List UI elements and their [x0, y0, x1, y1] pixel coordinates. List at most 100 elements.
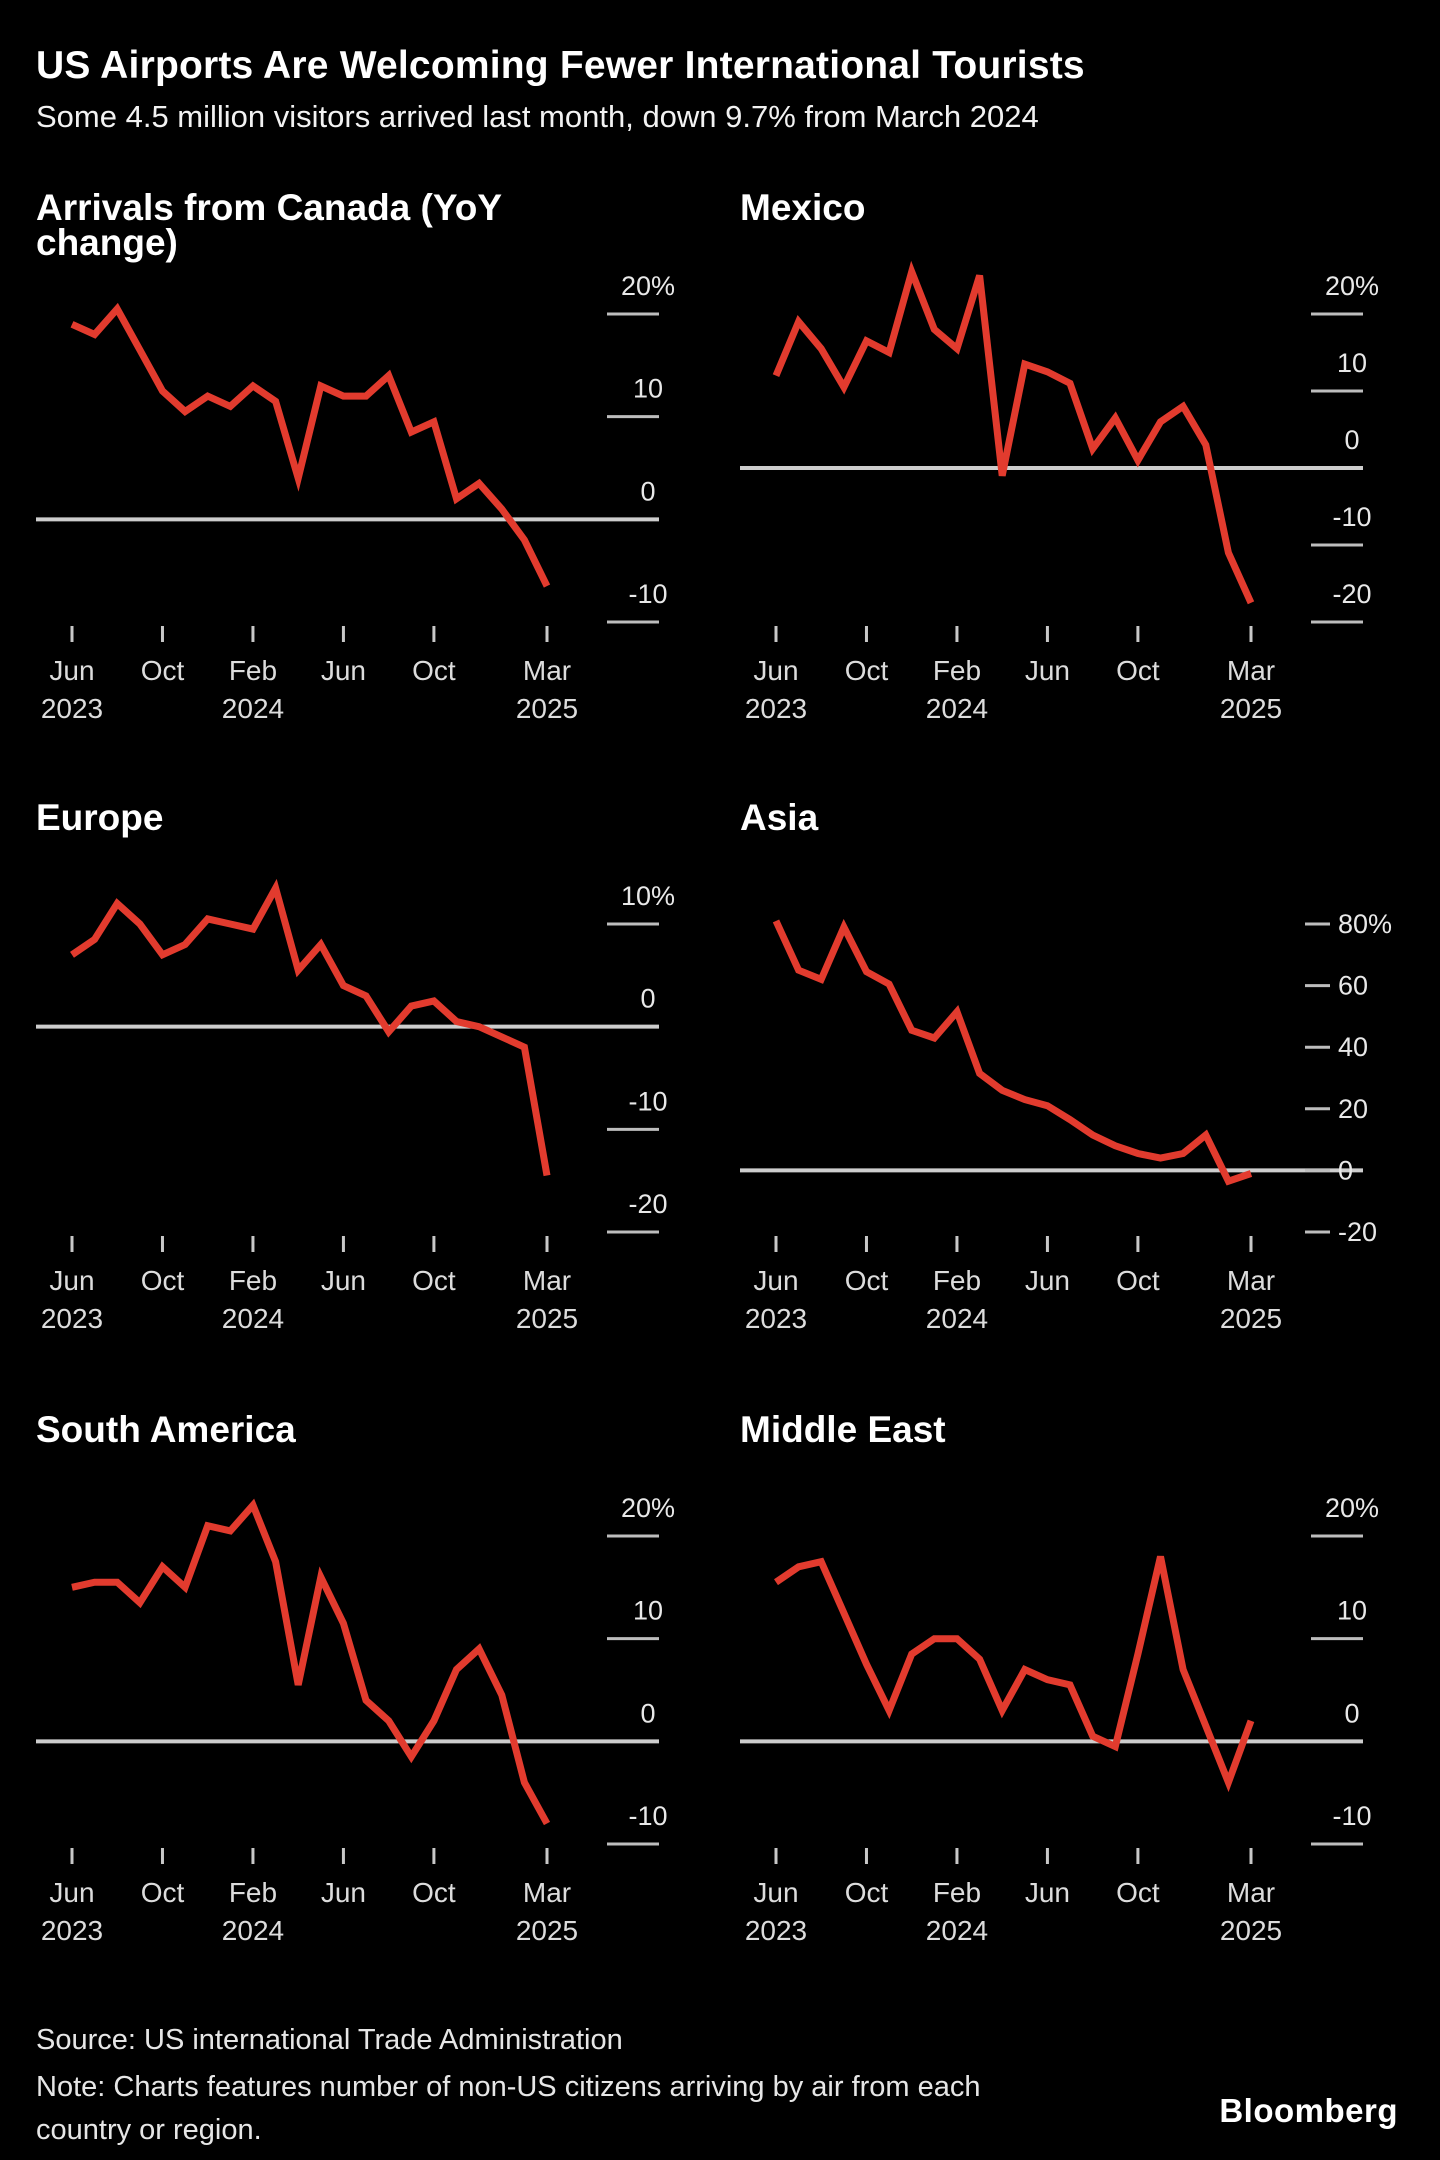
x-axis-month-label: Feb: [933, 655, 981, 686]
x-axis-year-label: 2025: [516, 1303, 578, 1334]
x-axis-month-label: Oct: [141, 1877, 185, 1908]
asia-line-series: [772, 918, 1253, 1186]
chart-cell-mexico: Mexico 20% 10 0 -10 -20 Jun 2023 Oct Feb 2024 Jun O…: [740, 187, 1404, 750]
x-axis-month-label: Jun: [1025, 1877, 1070, 1908]
x-axis-month-label: Oct: [845, 655, 889, 686]
x-axis-month-label: Jun: [753, 1877, 798, 1908]
chart-cell-canada: Arrivals from Canada (YoY change) 20% 10 0…: [36, 187, 700, 750]
x-axis-month-label: Oct: [412, 655, 456, 686]
y-axis-label: 10: [633, 1596, 663, 1626]
x-axis-year-label: 2025: [1220, 1915, 1282, 1946]
mexico-line-chart: 20% 10 0 -10 -20 Jun 2023 Oct Feb 2024 Jun Oct Mar 20…: [740, 260, 1379, 724]
y-axis-label: -10: [628, 1801, 667, 1831]
x-axis-month-label: Oct: [845, 1265, 889, 1296]
y-axis-label: 80%: [1338, 909, 1392, 939]
x-axis-month-label: Jun: [1025, 1265, 1070, 1296]
y-axis-label: -20: [1332, 579, 1371, 609]
y-axis-label: -10: [1332, 502, 1371, 532]
x-axis-month-label: Feb: [229, 655, 277, 686]
x-axis-month-label: Oct: [1116, 1877, 1160, 1908]
y-axis-label: -20: [628, 1189, 667, 1219]
x-axis-year-label: 2025: [1220, 1303, 1282, 1334]
x-axis-month-label: Feb: [229, 1877, 277, 1908]
y-axis-label: 0: [640, 1698, 655, 1728]
x-axis-month-label: Jun: [753, 1265, 798, 1296]
x-axis-year-label: 2024: [926, 693, 988, 724]
x-axis-month-label: Feb: [933, 1877, 981, 1908]
x-axis-month-label: Jun: [1025, 655, 1070, 686]
chart-title-europe: Europe: [36, 797, 164, 838]
x-axis-year-label: 2023: [41, 1915, 103, 1946]
y-axis-label: 0: [1338, 1155, 1353, 1185]
y-axis-label: 0: [640, 476, 655, 506]
note-line: Note: Charts features number of non-US c…: [36, 2071, 981, 2146]
x-axis-month-label: Jun: [49, 1877, 94, 1908]
middle-east-line-series: [774, 1555, 1255, 1793]
y-axis-label: 0: [1344, 1698, 1359, 1728]
chart-title-asia: Asia: [740, 797, 819, 838]
x-axis-year-label: 2024: [222, 1303, 284, 1334]
bloomberg-logo: Bloomberg: [1219, 2092, 1398, 2129]
x-axis-month-label: Mar: [1227, 655, 1275, 686]
chart-title-south-america: South America: [36, 1409, 296, 1450]
x-axis-month-label: Jun: [753, 655, 798, 686]
x-axis-year-label: 2024: [222, 693, 284, 724]
x-axis-month-label: Jun: [321, 1877, 366, 1908]
x-axis-year-label: 2023: [745, 1303, 807, 1334]
chart-title-middle-east: Middle East: [740, 1409, 946, 1450]
chart-cell-middle-east: Middle East 20% 10 0 -10 Jun 2023 Oct Feb 2024 Ju…: [740, 1409, 1404, 1972]
y-axis-label: 10: [633, 374, 663, 404]
x-axis-month-label: Oct: [412, 1265, 456, 1296]
canada-line-chart: 20% 10 0 -10 Jun 2023 Oct Feb 2024 Jun Oct Mar 2025: [36, 271, 675, 724]
y-axis-label: 0: [640, 984, 655, 1014]
y-axis-label: 60: [1338, 971, 1368, 1001]
asia-line-chart: 80% 60 40 20 0 -20 Jun 2023 Oct Feb 2024 Jun Oct Mar 2…: [740, 909, 1392, 1334]
chart-cell-asia: Asia 80% 60 40 20 0 -20 Jun 2023 Oct Feb 2024 Jun Oc…: [740, 797, 1404, 1360]
south-america-line-series: [71, 1498, 551, 1826]
y-axis-label: 10%: [621, 881, 675, 911]
x-axis-month-label: Mar: [523, 1265, 571, 1296]
y-axis-label: -10: [1332, 1801, 1371, 1831]
y-axis-label: 20%: [1325, 271, 1379, 301]
x-axis-month-label: Jun: [49, 1265, 94, 1296]
x-axis-month-label: Mar: [1227, 1265, 1275, 1296]
x-axis-month-label: Mar: [523, 655, 571, 686]
x-axis-month-label: Feb: [229, 1265, 277, 1296]
page-subtitle: Some 4.5 million visitors arrived last m…: [36, 99, 1039, 134]
chart-cell-south-america: South America 20% 10 0 -10 Jun 2023 Oct Feb 2024…: [36, 1409, 700, 1972]
y-axis-label: 10: [1337, 1596, 1367, 1626]
y-axis-label: 20%: [621, 1493, 675, 1523]
x-axis-month-label: Mar: [523, 1877, 571, 1908]
mexico-line-series: [772, 260, 1255, 605]
x-axis-month-label: Oct: [1116, 1265, 1160, 1296]
y-axis-label: -10: [628, 579, 667, 609]
y-axis-label: -10: [628, 1086, 667, 1116]
chart-title-canada: Arrivals from Canada (YoY change): [36, 187, 503, 263]
page-title: US Airports Are Welcoming Fewer Internat…: [36, 44, 1085, 87]
chart-cell-europe: Europe 10% 0 -10 -20 Jun 2023 Oct Feb 2024 Jun Oct…: [36, 797, 700, 1360]
chart-title-mexico: Mexico: [740, 187, 866, 228]
x-axis-month-label: Mar: [1227, 1877, 1275, 1908]
x-axis-month-label: Jun: [49, 655, 94, 686]
source-line: Source: US international Trade Administr…: [36, 2024, 623, 2056]
x-axis-month-label: Oct: [845, 1877, 889, 1908]
x-axis-month-label: Oct: [1116, 655, 1160, 686]
x-axis-year-label: 2024: [926, 1915, 988, 1946]
x-axis-year-label: 2023: [41, 693, 103, 724]
x-axis-year-label: 2023: [41, 1303, 103, 1334]
europe-line-series: [70, 878, 551, 1177]
x-axis-year-label: 2025: [516, 1915, 578, 1946]
x-axis-year-label: 2025: [516, 693, 578, 724]
x-axis-year-label: 2024: [222, 1915, 284, 1946]
x-axis-year-label: 2023: [745, 1915, 807, 1946]
x-axis-month-label: Oct: [141, 1265, 185, 1296]
y-axis-label: 40: [1338, 1032, 1368, 1062]
y-axis-label: 20%: [1325, 1493, 1379, 1523]
x-axis-year-label: 2023: [745, 693, 807, 724]
x-axis-month-label: Feb: [933, 1265, 981, 1296]
x-axis-year-label: 2025: [1220, 693, 1282, 724]
x-axis-month-label: Oct: [141, 655, 185, 686]
y-axis-label: 20%: [621, 271, 675, 301]
y-axis-label: -20: [1338, 1217, 1377, 1247]
